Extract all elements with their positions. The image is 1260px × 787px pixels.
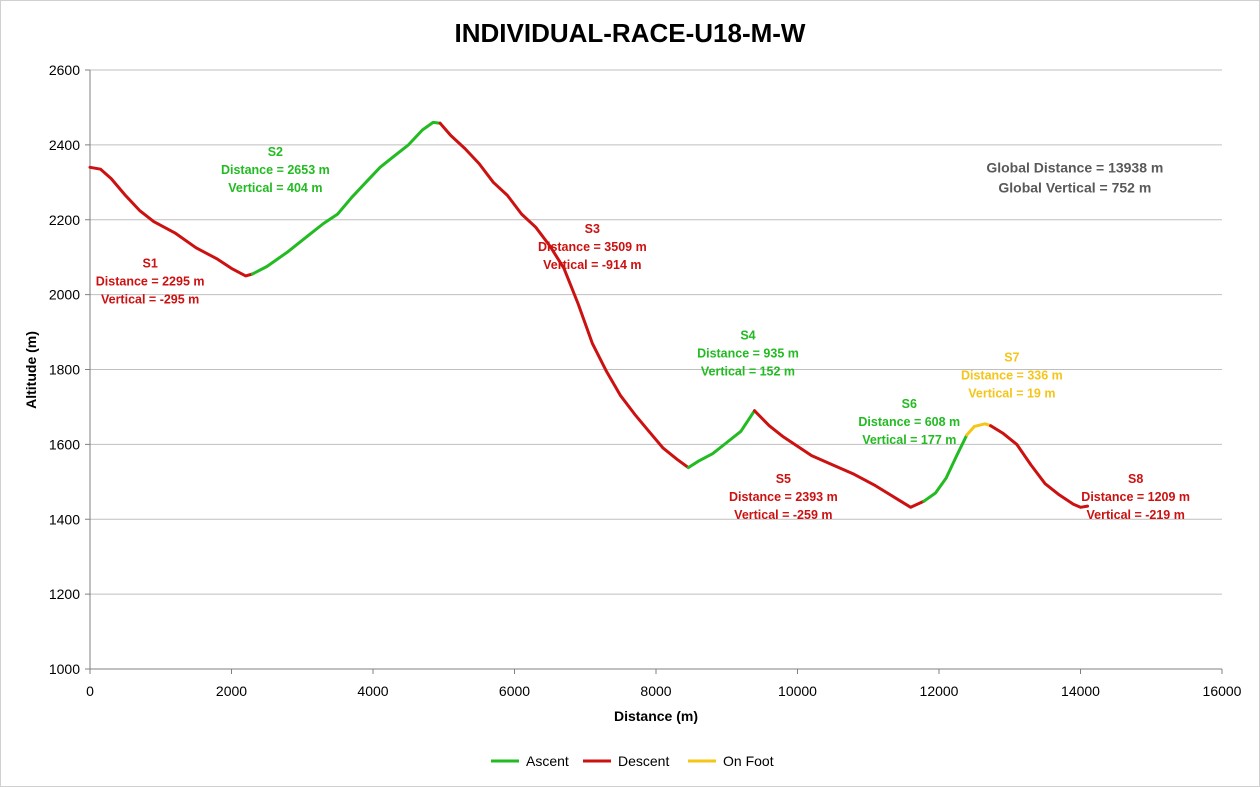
annotation-s7: S7 Distance = 336 m Vertical = 19 m [961, 350, 1063, 400]
x-tick-label: 10000 [778, 683, 817, 699]
annotation-line: Distance = 2393 m [729, 490, 838, 504]
x-tick-label: 2000 [216, 683, 247, 699]
annotation-line: Vertical = -219 m [1087, 508, 1185, 522]
annotation-s4: S4 Distance = 935 m Vertical = 152 m [697, 329, 799, 379]
y-tick-label: 2200 [49, 212, 80, 228]
legend-label: On Foot [723, 753, 774, 769]
y-tick-label: 2000 [49, 287, 80, 303]
annotation-line: Distance = 2295 m [96, 275, 205, 289]
annotation-line: S5 [776, 472, 791, 486]
axes [85, 69, 1223, 674]
annotation-line: Distance = 1209 m [1081, 490, 1190, 504]
annotation-line: Vertical = 404 m [228, 181, 322, 195]
annotation-s6: S6 Distance = 608 m Vertical = 177 m [858, 397, 960, 447]
annotation-line: Vertical = 19 m [968, 386, 1055, 400]
segment-line-s7 [965, 422, 993, 437]
x-tick-labels: 0 2000 4000 6000 8000 10000 12000 14000 16000 [86, 683, 1242, 699]
global-annotation-line: Global Distance = 13938 m [986, 160, 1163, 176]
annotation-s5: S5 Distance = 2393 m Vertical = -259 m [729, 472, 838, 522]
annotation-s1: S1 Distance = 2295 m Vertical = -295 m [96, 257, 205, 307]
annotation-line: Vertical = -259 m [734, 508, 832, 522]
segment-line-s1 [88, 165, 254, 278]
annotation-line: Distance = 3509 m [538, 240, 647, 254]
chart-title: INDIVIDUAL-RACE-U18-M-W [455, 18, 806, 48]
x-tick-label: 14000 [1061, 683, 1100, 699]
segment-line-s4 [686, 409, 756, 470]
x-tick-label: 6000 [499, 683, 530, 699]
y-tick-label: 1800 [49, 362, 80, 378]
annotation-line: Vertical = -295 m [101, 293, 199, 307]
segment-line-s5 [753, 409, 926, 509]
annotation-line: S2 [268, 145, 283, 159]
y-tick-labels: 1000 1200 1400 1600 1800 2000 2200 2400 2600 [49, 62, 80, 677]
annotation-line: S8 [1128, 472, 1143, 486]
x-tick-label: 16000 [1203, 683, 1242, 699]
global-annotation-line: Global Vertical = 752 m [998, 180, 1151, 196]
annotation-line: Distance = 935 m [697, 347, 799, 361]
legend-label: Descent [618, 753, 669, 769]
annotation-line: Vertical = 152 m [701, 365, 795, 379]
legend-item-ascent: Ascent [491, 753, 569, 769]
x-tick-label: 12000 [920, 683, 959, 699]
annotation-s2: S2 Distance = 2653 m Vertical = 404 m [221, 145, 330, 195]
x-tick-label: 4000 [357, 683, 388, 699]
legend: Ascent Descent On Foot [491, 753, 774, 769]
x-tick-label: 8000 [640, 683, 671, 699]
y-tick-label: 1000 [49, 661, 80, 677]
annotation-line: S4 [740, 329, 755, 343]
x-axis-title: Distance (m) [614, 708, 698, 724]
profile-series [88, 120, 1090, 509]
x-tick-label: 0 [86, 683, 94, 699]
segment-line-s2 [250, 120, 442, 276]
annotation-s3: S3 Distance = 3509 m Vertical = -914 m [538, 222, 647, 272]
y-tick-label: 1600 [49, 436, 80, 452]
segment-line-s8 [989, 424, 1090, 509]
y-tick-label: 1400 [49, 511, 80, 527]
global-annotation: Global Distance = 13938 m Global Vertical… [986, 160, 1163, 196]
annotation-line: Distance = 336 m [961, 368, 1063, 382]
annotation-line: Vertical = 177 m [862, 433, 956, 447]
annotation-line: S7 [1004, 350, 1019, 364]
segment-annotations: S1 Distance = 2295 m Vertical = -295 m S2 Di… [96, 145, 1190, 522]
y-tick-label: 1200 [49, 586, 80, 602]
y-axis-title: Altitude (m) [23, 331, 39, 409]
gridlines [90, 69, 1222, 595]
segment-line-s3 [438, 121, 690, 470]
segment-line-s6 [922, 433, 969, 503]
annotation-line: Distance = 2653 m [221, 163, 330, 177]
y-tick-label: 2400 [49, 137, 80, 153]
legend-item-descent: Descent [583, 753, 669, 769]
annotation-line: Distance = 608 m [858, 415, 960, 429]
annotation-line: S3 [585, 222, 600, 236]
annotation-line: S1 [142, 257, 157, 271]
annotation-s8: S8 Distance = 1209 m Vertical = -219 m [1081, 472, 1190, 522]
annotation-line: Vertical = -914 m [543, 258, 641, 272]
legend-label: Ascent [526, 753, 569, 769]
y-tick-label: 2600 [49, 62, 80, 78]
legend-item-on-foot: On Foot [688, 753, 774, 769]
annotation-line: S6 [902, 397, 917, 411]
